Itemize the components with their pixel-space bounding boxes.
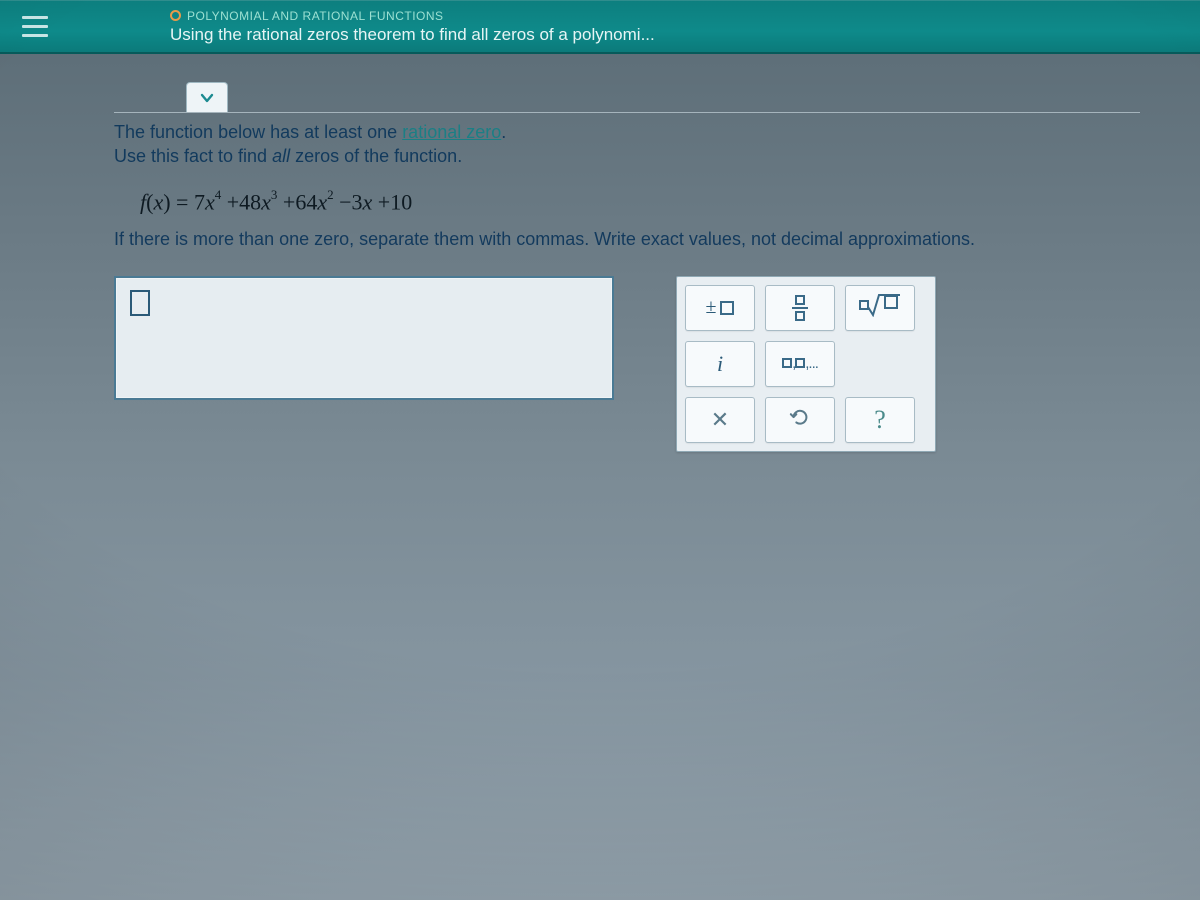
close-icon: ✕ <box>711 407 729 433</box>
question-line-2: Use this fact to find all zeros of the f… <box>114 144 1160 168</box>
root-icon <box>859 293 901 322</box>
help-icon: ? <box>874 405 886 435</box>
tool-undo[interactable] <box>765 397 835 443</box>
header-title: Using the rational zeros theorem to find… <box>170 25 1100 45</box>
plus-minus-icon: ± <box>706 296 717 319</box>
question-line-1: The function below has at least one rati… <box>114 120 1160 144</box>
polynomial-formula: f(x) = 7x4 +48x3 +64x2 −3x +10 <box>140 189 1160 215</box>
placeholder-box-icon <box>720 301 734 315</box>
category-marker-icon <box>170 10 181 21</box>
answer-input[interactable] <box>114 276 614 400</box>
app-header: POLYNOMIAL AND RATIONAL FUNCTIONS Using … <box>0 0 1200 54</box>
answer-placeholder-icon <box>130 290 150 316</box>
chevron-down-icon <box>199 90 215 106</box>
list-icon: ,,... <box>782 355 818 372</box>
tool-list[interactable]: ,,... <box>765 341 835 387</box>
tool-nth-root[interactable] <box>845 285 915 331</box>
undo-icon <box>789 406 811 433</box>
instruction-text: If there is more than one zero, separate… <box>114 229 1160 250</box>
i-icon: i <box>717 351 723 377</box>
tool-help[interactable]: ? <box>845 397 915 443</box>
rational-zero-link[interactable]: rational zero <box>402 122 501 142</box>
expand-toggle[interactable] <box>186 82 228 112</box>
math-toolbox: ± <box>676 276 936 452</box>
tool-fraction[interactable] <box>765 285 835 331</box>
header-category: POLYNOMIAL AND RATIONAL FUNCTIONS <box>170 9 1100 23</box>
question-panel: The function below has at least one rati… <box>114 112 1200 452</box>
fraction-icon <box>792 295 808 321</box>
tool-plus-minus[interactable]: ± <box>685 285 755 331</box>
header-text: POLYNOMIAL AND RATIONAL FUNCTIONS Using … <box>70 1 1200 52</box>
menu-icon[interactable] <box>0 1 70 52</box>
answer-row: ± <box>114 276 1160 452</box>
tool-imaginary-i[interactable]: i <box>685 341 755 387</box>
tool-clear[interactable]: ✕ <box>685 397 755 443</box>
content-area: The function below has at least one rati… <box>0 82 1200 452</box>
